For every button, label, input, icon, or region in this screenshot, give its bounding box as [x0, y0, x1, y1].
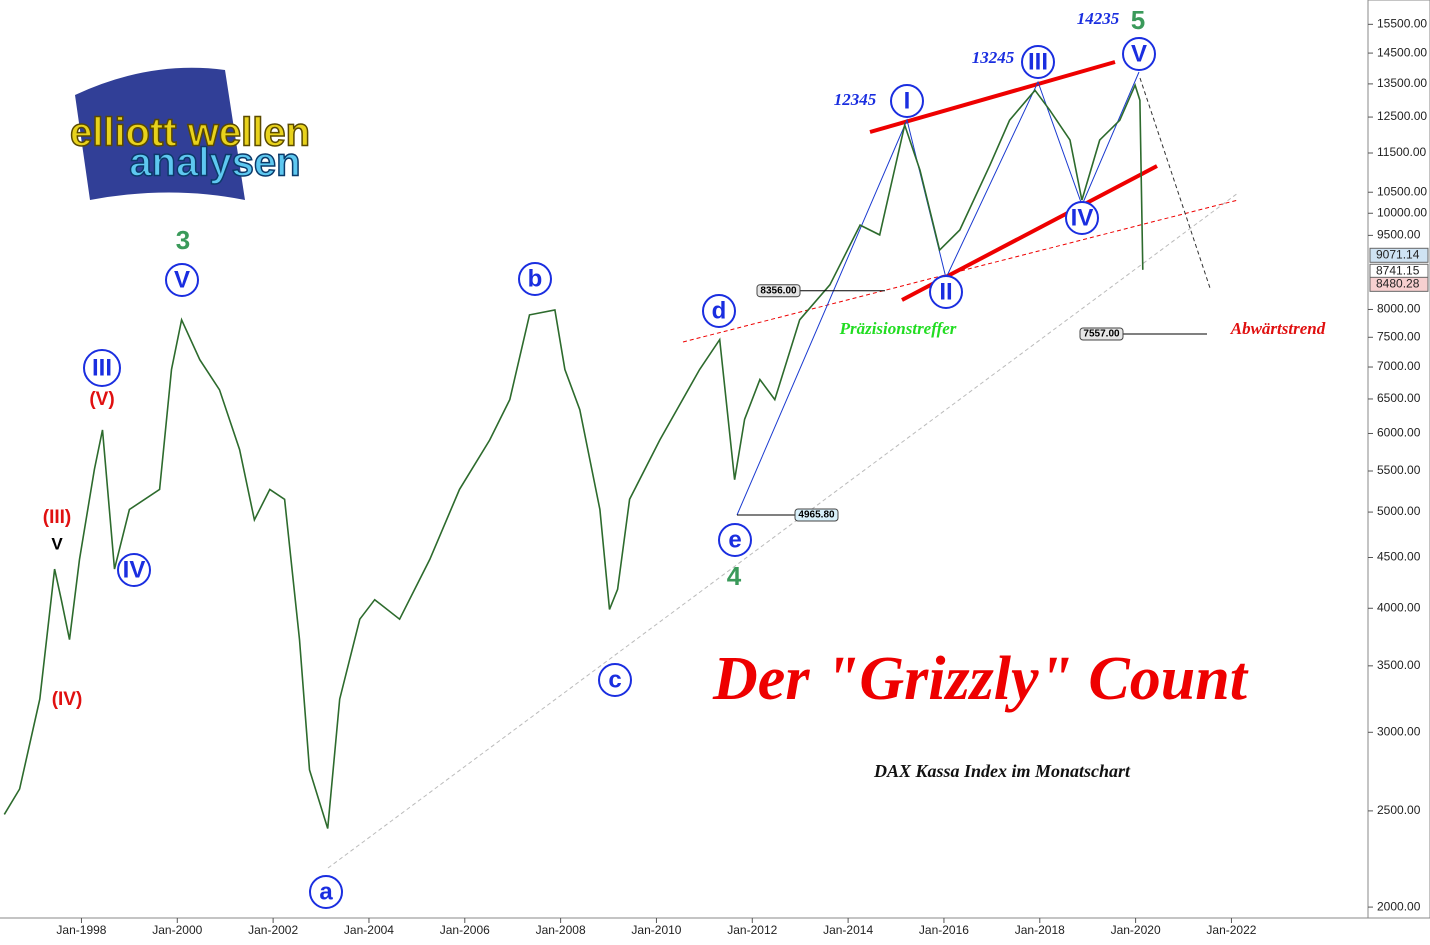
wave-circle [929, 275, 963, 309]
y-tick-label: 3000.00 [1377, 724, 1421, 738]
wave-label: II [939, 278, 952, 305]
y-tick-label: 2000.00 [1377, 899, 1421, 913]
x-tick-label: Jan-2002 [248, 923, 298, 937]
y-tick-label: 13500.00 [1377, 76, 1427, 90]
price-mark-label: 4965.80 [798, 510, 835, 521]
wave-label: (V) [89, 389, 114, 410]
wave-circle [309, 875, 343, 909]
x-tick-label: Jan-2000 [152, 923, 202, 937]
wave-label: 14235 [1077, 9, 1120, 28]
annotation: Abwärtstrend [1230, 319, 1326, 338]
wave-label: 4 [727, 561, 742, 591]
wave-circle [718, 523, 752, 557]
annotation: Präzisionstreffer [839, 319, 957, 338]
price-box-label: 8741.15 [1376, 263, 1420, 277]
x-tick-label: Jan-2004 [344, 923, 394, 937]
wave-label: e [728, 526, 741, 553]
y-tick-label: 10500.00 [1377, 184, 1427, 198]
y-tick-label: 6000.00 [1377, 426, 1421, 440]
price-box [1369, 276, 1429, 292]
y-axis-area [1367, 0, 1430, 919]
y-tick-label: 3500.00 [1377, 658, 1421, 672]
wave-label: V [174, 266, 190, 293]
wave-label: III [92, 354, 112, 381]
y-tick-label: 15500.00 [1377, 17, 1427, 31]
x-tick-label: Jan-2020 [1111, 923, 1161, 937]
logo-text: analysen [129, 141, 300, 185]
wave-label: b [528, 265, 543, 292]
x-tick-label: Jan-2010 [631, 923, 681, 937]
logo-text: elliott wellen [70, 111, 310, 155]
wave-label: IV [1071, 204, 1094, 231]
wave-label: c [608, 666, 621, 693]
wave-label: d [712, 297, 727, 324]
price-mark-box [1079, 327, 1124, 341]
wave-circle [1021, 45, 1055, 79]
price-mark-box [756, 284, 801, 298]
wave-label: III [1028, 48, 1048, 75]
wave-circle [890, 84, 924, 118]
wave-circle [117, 553, 151, 587]
y-tick-label: 4500.00 [1377, 550, 1421, 564]
chart-subtitle: DAX Kassa Index im Monatschart [873, 761, 1131, 781]
price-box-label: 9071.14 [1376, 247, 1420, 261]
x-tick-label: Jan-2022 [1206, 923, 1256, 937]
x-tick-label: Jan-2012 [727, 923, 777, 937]
price-line [3, 82, 1144, 829]
x-tick-label: Jan-2018 [1015, 923, 1065, 937]
y-tick-label: 11500.00 [1377, 145, 1426, 159]
price-mark-label: 7557.00 [1083, 329, 1120, 340]
wave-circle [83, 349, 121, 387]
y-tick-label: 7000.00 [1377, 359, 1421, 373]
logo: elliott wellen analysen [69, 67, 311, 201]
wave-label: V [51, 534, 63, 553]
wave-label: 13245 [972, 48, 1015, 67]
wave-label: IV [123, 556, 146, 583]
wave-label: (III) [43, 507, 72, 528]
wave-label: 5 [1131, 5, 1145, 35]
x-tick-label: Jan-2014 [823, 923, 873, 937]
x-tick-label: Jan-2006 [440, 923, 490, 937]
wave-label: V [1131, 40, 1147, 67]
x-tick-label: Jan-2016 [919, 923, 969, 937]
y-tick-label: 8000.00 [1377, 302, 1421, 316]
wave-label: I [904, 87, 911, 114]
y-tick-label: 12500.00 [1377, 109, 1427, 123]
wave-label: (IV) [52, 689, 83, 710]
trend-lines [327, 60, 1239, 869]
wave-circle [165, 263, 199, 297]
wave-label: 12345 [834, 90, 877, 109]
price-box-label: 8480.28 [1376, 276, 1420, 290]
wave-circle [1122, 37, 1156, 71]
wave-circle [1065, 201, 1099, 235]
wave-label: 3 [176, 225, 190, 255]
y-tick-label: 4000.00 [1377, 600, 1421, 614]
y-tick-label: 2500.00 [1377, 803, 1421, 817]
y-tick-label: 5500.00 [1377, 463, 1421, 477]
y-tick-label: 14500.00 [1377, 45, 1427, 59]
wave-circle [702, 294, 736, 328]
price-box [1369, 247, 1429, 263]
chart-title: Der "Grizzly" Count [712, 645, 1249, 713]
y-tick-label: 9500.00 [1377, 228, 1421, 242]
wave-label: a [319, 878, 333, 905]
wave-circle [518, 262, 552, 296]
y-tick-label: 7500.00 [1377, 329, 1421, 343]
y-tick-label: 6500.00 [1377, 391, 1421, 405]
x-tick-label: Jan-2008 [536, 923, 586, 937]
y-tick-label: 5000.00 [1377, 504, 1421, 518]
y-tick-label: 10000.00 [1377, 205, 1427, 219]
price-mark-label: 8356.00 [760, 285, 797, 296]
x-tick-label: Jan-1998 [56, 923, 106, 937]
wave-circle [598, 663, 632, 697]
price-mark-box [794, 508, 839, 522]
